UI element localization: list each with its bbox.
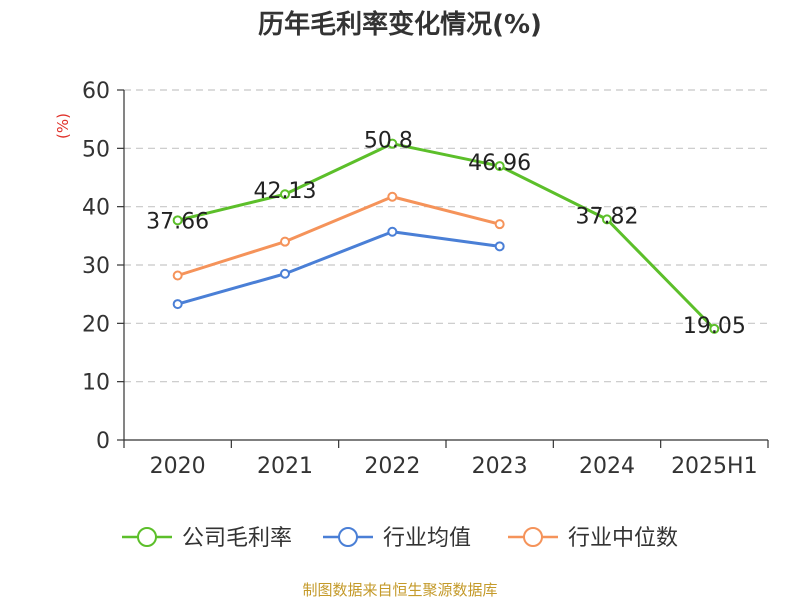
y-tick-label: 30 bbox=[82, 254, 110, 279]
y-tick-label: 40 bbox=[82, 196, 110, 221]
y-tick-label: 0 bbox=[96, 429, 110, 454]
x-tick-label: 2021 bbox=[257, 454, 313, 479]
data-point bbox=[280, 236, 290, 247]
data-point bbox=[172, 270, 183, 281]
data-point bbox=[280, 268, 290, 279]
series-line-2 bbox=[177, 195, 501, 277]
legend: 公司毛利率 行业均值 行业中位数 bbox=[122, 526, 678, 551]
data-point bbox=[602, 214, 612, 225]
data-label: 50.8 bbox=[364, 129, 413, 154]
legend-marker-2 bbox=[523, 527, 543, 547]
data-point bbox=[280, 189, 290, 200]
data-point bbox=[709, 323, 720, 334]
data-point bbox=[172, 299, 183, 310]
data-label: 42.13 bbox=[254, 179, 317, 204]
series-line-0 bbox=[177, 142, 716, 330]
series-line-1 bbox=[177, 230, 500, 306]
data-point bbox=[387, 138, 398, 149]
axes bbox=[117, 89, 769, 448]
data-label: 37.66 bbox=[146, 209, 209, 234]
legend-label: 行业中位数 bbox=[568, 526, 678, 551]
y-axis-unit: (%) bbox=[54, 113, 72, 139]
series-group: 37.66 42.13 50.8 46.96 37.82 19.05 bbox=[146, 129, 746, 339]
legend-label: 行业均值 bbox=[383, 526, 471, 551]
x-tick-label: 2023 bbox=[472, 454, 528, 479]
legend-marker-0 bbox=[137, 527, 157, 547]
data-point bbox=[494, 161, 505, 172]
data-label: 37.82 bbox=[576, 204, 639, 229]
x-tick-labels: 2020 2021 2022 2023 2024 2025H1 bbox=[150, 454, 758, 479]
data-point bbox=[387, 226, 398, 237]
y-tick-label: 60 bbox=[82, 79, 110, 104]
data-point bbox=[494, 241, 505, 252]
x-tick-label: 2020 bbox=[150, 454, 206, 479]
x-tick-label: 2022 bbox=[364, 454, 420, 479]
x-tick-label: 2025H1 bbox=[671, 454, 758, 479]
data-point bbox=[172, 215, 183, 226]
data-label: 19.05 bbox=[683, 314, 746, 339]
legend-label: 公司毛利率 bbox=[182, 526, 292, 551]
source-note: 制图数据来自恒生聚源数据库 bbox=[302, 581, 497, 599]
legend-marker-1 bbox=[338, 527, 358, 547]
y-tick-label: 50 bbox=[82, 137, 110, 162]
y-tick-label: 20 bbox=[82, 312, 110, 337]
y-tick-labels: 0 10 20 30 40 50 60 bbox=[82, 79, 110, 454]
data-label: 46.96 bbox=[468, 151, 531, 176]
x-tick-label: 2024 bbox=[579, 454, 635, 479]
data-point bbox=[494, 219, 505, 230]
gridlines bbox=[124, 89, 768, 383]
chart-title: 历年毛利率变化情况(%) bbox=[258, 9, 542, 40]
data-point bbox=[387, 191, 398, 202]
y-tick-label: 10 bbox=[82, 371, 110, 396]
